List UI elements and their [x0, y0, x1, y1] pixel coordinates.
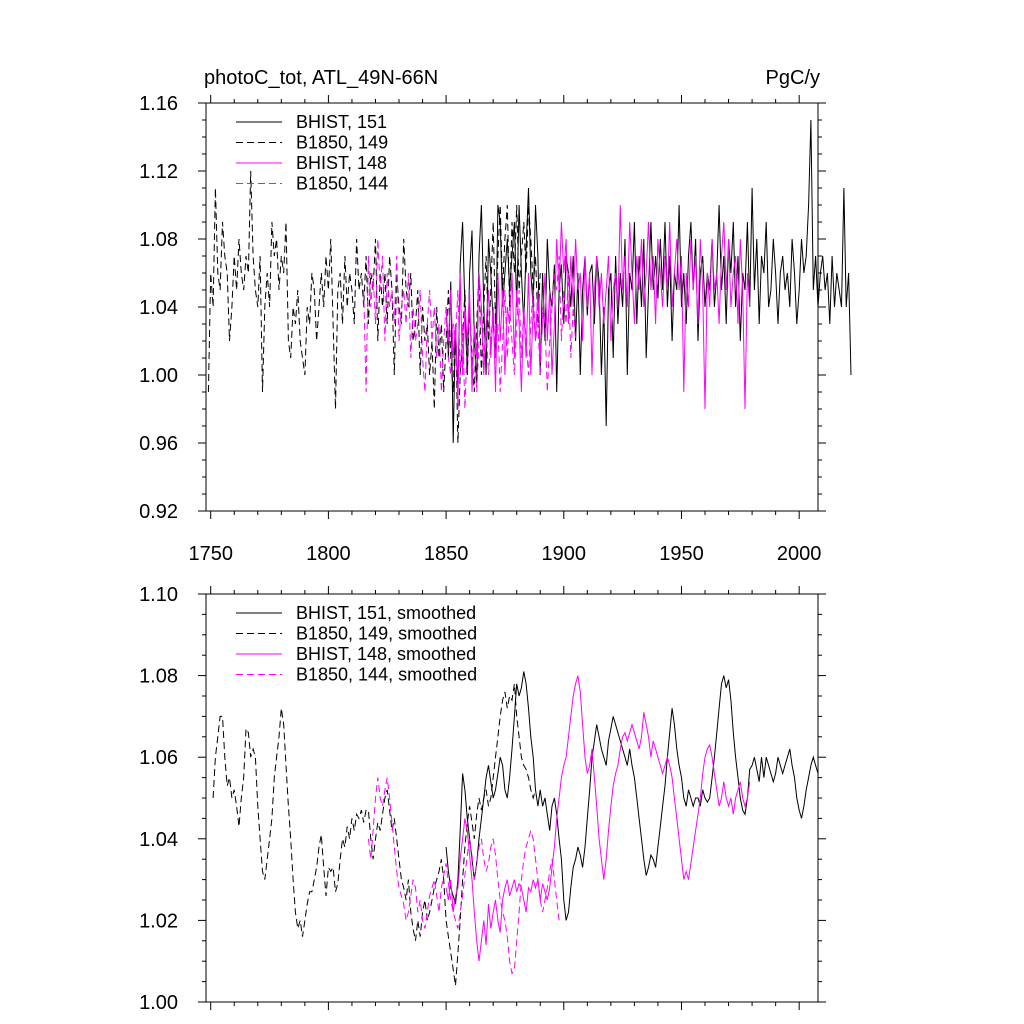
bottom-ytick-label: 1.04	[139, 829, 178, 851]
top-xtick-label: 1800	[306, 543, 351, 565]
bottom-ytick-label: 1.08	[139, 666, 178, 688]
bottom-legend-label: B1850, 144, smoothed	[296, 665, 477, 685]
top-legend-label: B1850, 149	[296, 133, 388, 153]
bottom-ytick-label: 1.10	[139, 584, 178, 606]
top-series-b1850-149	[207, 170, 541, 444]
top-xtick-label: 1850	[424, 543, 469, 565]
top-ytick-label: 1.00	[139, 365, 178, 387]
bottom-ytick-label: 1.02	[139, 910, 178, 932]
top-xtick-label: 1750	[188, 543, 233, 565]
top-xtick-label: 1950	[659, 543, 704, 565]
top-series-bhist-151	[445, 119, 852, 444]
top-ytick-label: 0.96	[139, 433, 178, 455]
top-chart-panel: 0.92 0.96 1.00 1.04 1.08 1.12 1.16 1750 1800 1850…	[139, 67, 852, 565]
top-chart-title: photoC_tot, ATL_49N-66N	[204, 67, 438, 89]
top-legend-label: B1850, 144	[296, 174, 388, 194]
bottom-series-bhist-148-smoothed	[445, 675, 751, 962]
bottom-chart-panel: 1.00 1.02 1.04 1.06 1.08 1.10 BHIST, 151, smoo…	[139, 584, 826, 1014]
top-units-label: PgC/y	[766, 67, 820, 89]
top-ytick-label: 1.08	[139, 229, 178, 251]
top-series-b1850-144	[363, 238, 577, 410]
bottom-ytick-label: 1.00	[139, 992, 178, 1014]
top-xtick-label: 2000	[777, 543, 822, 565]
top-ytick-label: 1.04	[139, 297, 178, 319]
top-xtick-label: 1900	[542, 543, 587, 565]
top-ytick-label: 0.92	[139, 501, 178, 523]
top-legend-label: BHIST, 148	[296, 153, 387, 173]
top-legend-label: BHIST, 151	[296, 112, 387, 132]
top-series-bhist-148	[445, 204, 751, 410]
top-ytick-label: 1.16	[139, 93, 178, 115]
bottom-legend-label: B1850, 149, smoothed	[296, 624, 477, 644]
top-ytick-label: 1.12	[139, 161, 178, 183]
bottom-series-b1850-149-smoothed	[212, 683, 536, 986]
bottom-series-b1850-144-smoothed	[367, 777, 560, 975]
bottom-legend-label: BHIST, 151, smoothed	[296, 603, 476, 623]
bottom-legend-label: BHIST, 148, smoothed	[296, 644, 476, 664]
bottom-series-bhist-151-smoothed	[445, 671, 819, 921]
bottom-ytick-label: 1.06	[139, 747, 178, 769]
